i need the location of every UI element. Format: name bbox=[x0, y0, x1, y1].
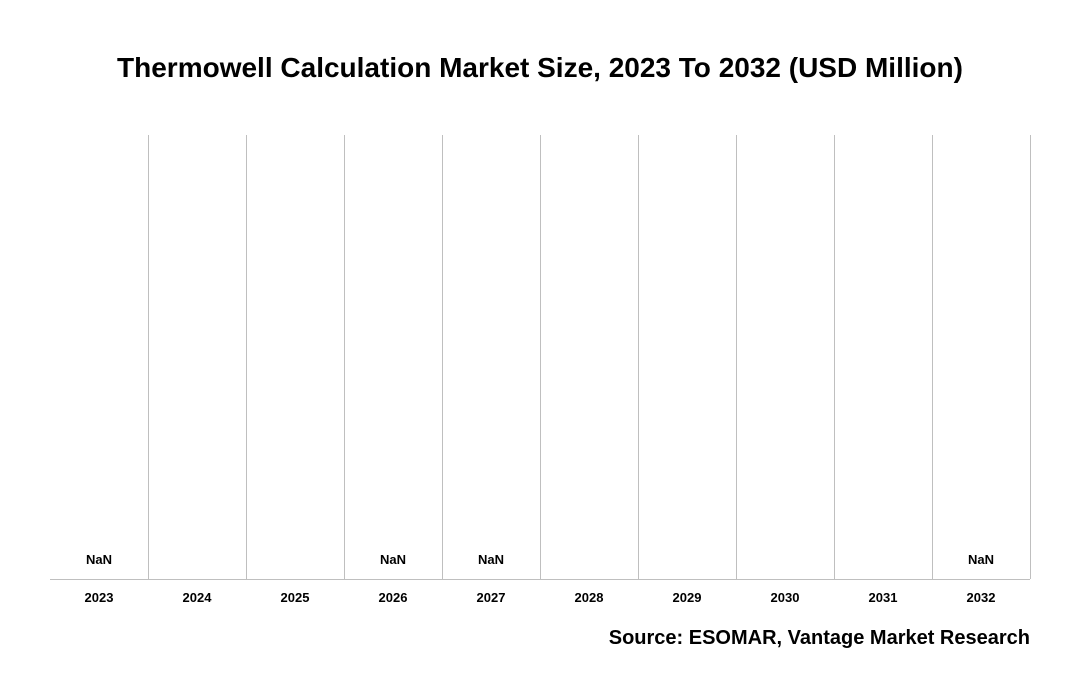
gridline bbox=[540, 135, 541, 579]
gridline bbox=[834, 135, 835, 579]
gridline bbox=[932, 135, 933, 579]
gridline bbox=[246, 135, 247, 579]
x-axis-label: 2024 bbox=[148, 590, 246, 605]
gridline bbox=[148, 135, 149, 579]
value-label: NaN bbox=[932, 552, 1030, 567]
value-label: NaN bbox=[442, 552, 540, 567]
value-label: NaN bbox=[344, 552, 442, 567]
gridline bbox=[442, 135, 443, 579]
x-axis-label: 2025 bbox=[246, 590, 344, 605]
gridline bbox=[344, 135, 345, 579]
x-axis-label: 2029 bbox=[638, 590, 736, 605]
chart-title: Thermowell Calculation Market Size, 2023… bbox=[0, 52, 1080, 84]
x-axis-label: 2026 bbox=[344, 590, 442, 605]
chart-plot-area: NaNNaNNaNNaN bbox=[50, 135, 1030, 580]
gridline bbox=[736, 135, 737, 579]
x-axis-label: 2027 bbox=[442, 590, 540, 605]
x-axis-label: 2023 bbox=[50, 590, 148, 605]
x-axis-label: 2032 bbox=[932, 590, 1030, 605]
gridline bbox=[1030, 135, 1031, 579]
x-axis-label: 2030 bbox=[736, 590, 834, 605]
x-axis-label: 2031 bbox=[834, 590, 932, 605]
gridline bbox=[638, 135, 639, 579]
chart-source: Source: ESOMAR, Vantage Market Research bbox=[609, 627, 1030, 650]
x-axis-label: 2028 bbox=[540, 590, 638, 605]
value-label: NaN bbox=[50, 552, 148, 567]
